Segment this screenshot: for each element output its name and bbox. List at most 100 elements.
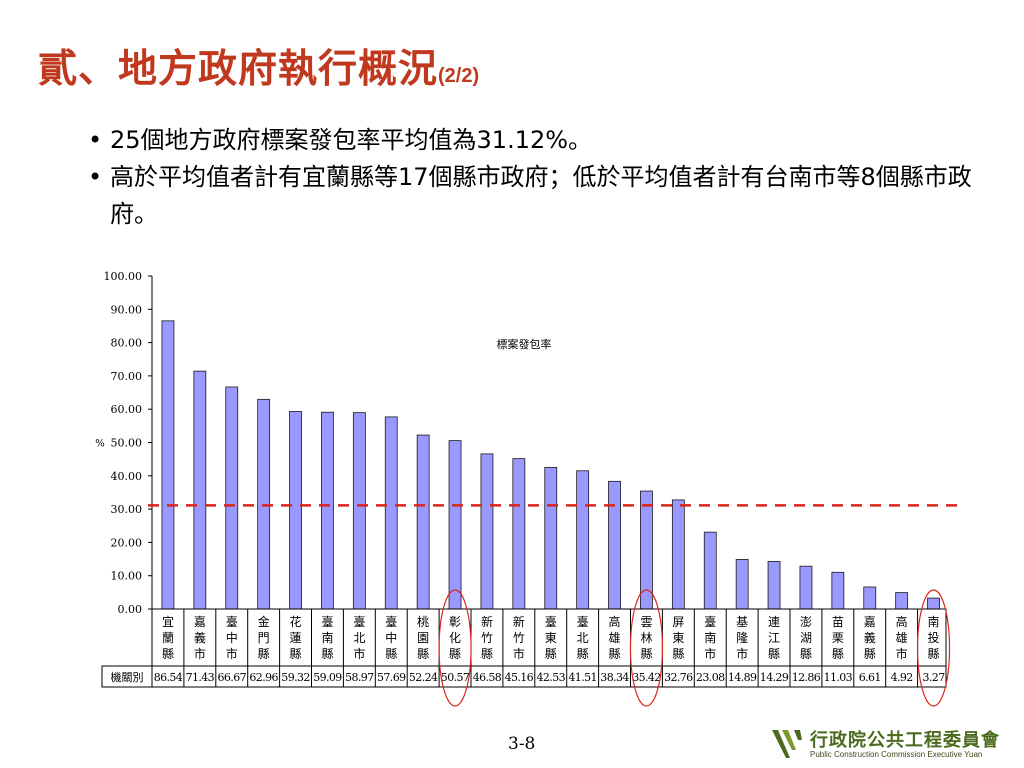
data-label: 86.54 xyxy=(154,671,183,684)
data-label: 41.51 xyxy=(568,671,597,684)
data-label: 12.86 xyxy=(792,671,821,684)
slide-title-main: 貳、地方政府執行概況 xyxy=(38,46,439,92)
data-label: 57.69 xyxy=(377,671,406,684)
x-tick-label: 臺東縣 xyxy=(545,614,557,661)
data-label: 14.29 xyxy=(760,671,789,684)
data-label: 11.03 xyxy=(824,671,853,684)
x-tick-label: 新竹縣 xyxy=(481,614,493,661)
x-tick-label: 臺北縣 xyxy=(577,614,589,661)
data-label: 14.89 xyxy=(728,671,757,684)
x-tick-label: 新竹市 xyxy=(513,614,525,661)
y-tick-label: 0.00 xyxy=(118,603,143,616)
bar xyxy=(735,559,749,610)
bar xyxy=(480,453,494,610)
chart-title: 標案發包率 xyxy=(497,337,552,351)
bar xyxy=(321,411,334,610)
data-label: 32.76 xyxy=(664,671,693,684)
data-label: 3.27 xyxy=(923,671,946,684)
y-tick-label: 40.00 xyxy=(111,470,143,483)
bullet-item: 高於平均值者計有宜蘭縣等17個縣市政府；低於平均值者計有台南市等8個縣市政府。 xyxy=(88,159,988,233)
y-tick-label: 20.00 xyxy=(111,536,143,549)
x-tick-label: 高雄市 xyxy=(896,614,908,661)
bar xyxy=(799,565,813,610)
data-label: 62.96 xyxy=(249,671,278,684)
highlight-ellipse xyxy=(916,589,951,707)
y-tick-label: 80.00 xyxy=(111,337,143,350)
x-tick-label: 澎湖縣 xyxy=(800,615,812,661)
bar xyxy=(448,440,462,610)
x-tick-label: 臺南縣 xyxy=(321,614,333,661)
data-label: 6.61 xyxy=(859,671,881,684)
x-tick-label: 高雄縣 xyxy=(609,614,621,661)
y-tick-label: 100.00 xyxy=(104,270,143,283)
x-tick-label: 宜蘭縣 xyxy=(162,614,174,661)
y-tick-label: 50.00 xyxy=(111,437,143,450)
x-tick-label: 南投縣 xyxy=(928,614,940,661)
y-tick-label: 10.00 xyxy=(111,570,143,583)
data-label: 46.58 xyxy=(473,671,502,684)
bar xyxy=(289,411,302,610)
x-tick-label: 苗栗縣 xyxy=(832,615,844,661)
x-tick-label: 臺南市 xyxy=(704,614,716,661)
data-label: 58.97 xyxy=(345,671,374,684)
table-row-header: 機關別 xyxy=(111,670,144,684)
bar xyxy=(927,597,940,610)
highlight-ellipse xyxy=(438,589,472,707)
bar xyxy=(895,592,909,610)
highlight-ellipse xyxy=(629,589,664,707)
data-label: 35.42 xyxy=(632,671,661,684)
bar xyxy=(831,571,845,610)
data-label: 59.09 xyxy=(313,671,342,684)
x-tick-label: 臺中市 xyxy=(226,614,238,661)
slide-title-page-indicator: (2/2) xyxy=(438,65,480,87)
slide-title: 貳、地方政府執行概況(2/2) xyxy=(38,38,480,92)
bar xyxy=(352,412,366,610)
bar xyxy=(544,466,558,610)
page-number: 3-8 xyxy=(508,734,536,754)
bullet-list: 25個地方政府標案發包率平均值為31.12%。 高於平均值者計有宜蘭縣等17個縣… xyxy=(88,122,988,233)
data-label: 42.53 xyxy=(537,671,566,684)
y-tick-label: 60.00 xyxy=(111,403,143,416)
pcc-logo: 行政院公共工程委員會 Public Construction Commissio… xyxy=(760,718,1024,768)
bar xyxy=(767,561,781,610)
logo-name-en: Public Construction Commission Executive… xyxy=(810,750,983,759)
y-tick-label: 70.00 xyxy=(111,370,143,383)
data-label: 59.32 xyxy=(281,671,310,684)
y-tick-label: 30.00 xyxy=(111,503,143,516)
x-tick-label: 嘉義縣 xyxy=(864,615,876,661)
bar xyxy=(608,480,621,610)
pcc-emblem-icon xyxy=(772,730,802,758)
data-label: 38.34 xyxy=(600,671,629,684)
x-tick-label: 雲林縣 xyxy=(640,615,652,661)
x-tick-label: 屏東縣 xyxy=(672,615,684,661)
bar xyxy=(161,320,175,610)
x-tick-label: 臺中縣 xyxy=(385,614,397,661)
data-label: 4.92 xyxy=(891,671,913,684)
x-tick-label: 連江縣 xyxy=(768,615,780,661)
data-label: 71.43 xyxy=(186,671,215,684)
x-tick-label: 花蓮縣 xyxy=(290,614,302,661)
bar xyxy=(225,386,239,610)
data-label: 23.08 xyxy=(696,671,725,684)
bar xyxy=(863,586,877,610)
y-axis-label: % xyxy=(95,439,105,450)
value-row-frame xyxy=(101,665,947,688)
x-tick-label: 桃園縣 xyxy=(417,614,429,661)
x-tick-label: 嘉義市 xyxy=(194,615,206,661)
y-tick-label: 90.00 xyxy=(111,303,143,316)
data-label: 50.57 xyxy=(441,671,470,684)
x-tick-label: 基隆市 xyxy=(736,615,748,661)
bar xyxy=(416,434,430,610)
data-label: 45.16 xyxy=(505,671,534,684)
bar xyxy=(671,499,685,610)
bullet-item: 25個地方政府標案發包率平均值為31.12%。 xyxy=(88,122,988,159)
bar xyxy=(512,458,526,610)
bar xyxy=(193,370,207,610)
bar xyxy=(576,470,590,610)
x-tick-label: 彰化縣 xyxy=(449,614,461,661)
x-tick-label: 臺北市 xyxy=(353,614,365,661)
x-tick-label: 金門縣 xyxy=(258,614,270,661)
bar xyxy=(703,531,717,610)
bar xyxy=(384,416,398,610)
